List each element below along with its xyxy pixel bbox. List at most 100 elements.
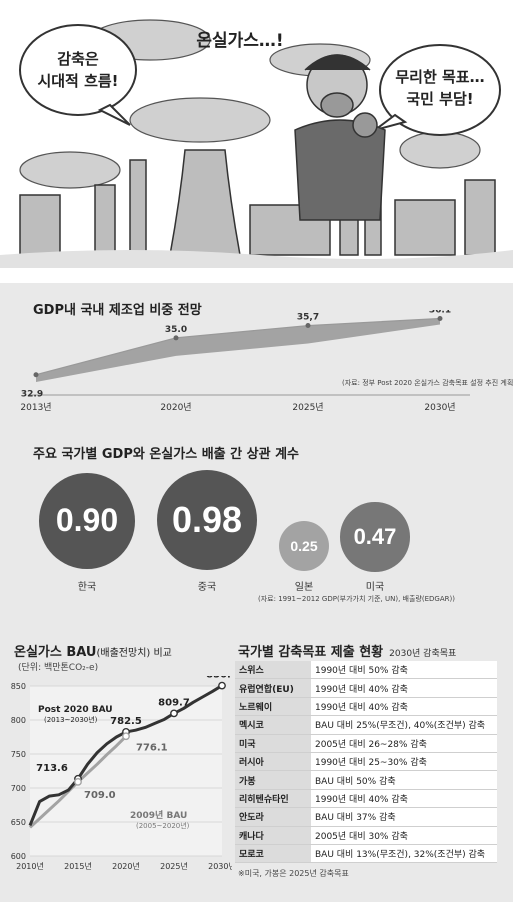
target-cell: 1990년 대비 40% 감축	[311, 697, 497, 717]
share-area-chart: 32.9 35.0 35,7 36.1 2013년 2020년 2025년 2030년	[20, 310, 470, 413]
correlation-country-label: 일본	[294, 582, 314, 593]
bau-point	[74, 777, 82, 786]
targets-subtitle: 2030년 감축목표	[389, 649, 457, 659]
bau-y-tick: 650	[11, 818, 26, 827]
share-point	[33, 372, 39, 378]
bubble-left-line-2: 시대적 흐름!	[37, 72, 119, 90]
table-row: 가봉 BAU 대비 50% 감축	[235, 770, 497, 790]
share-value-label: 36.1	[429, 310, 451, 316]
bau-y-tick: 750	[11, 750, 26, 759]
target-cell: BAU 대비 13%(무조건), 32%(조건부) 감축	[311, 844, 497, 864]
share-x-tick: 2030년	[424, 402, 455, 413]
correlation-country-label: 중국	[197, 582, 217, 593]
bau-y-tick: 800	[11, 716, 26, 725]
share-value-label: 32.9	[21, 390, 43, 400]
country-cell: 러시아	[235, 752, 311, 772]
table-row: 유럽연합(EU) 1990년 대비 40% 감축	[235, 678, 497, 698]
country-cell: 안도라	[235, 807, 311, 827]
share-chart-title: GDP내 국내 제조업 비중 전망	[33, 303, 202, 318]
target-cell: 1990년 대비 25~30% 감축	[311, 752, 497, 772]
bau-y-tick: 850	[11, 682, 26, 691]
country-cell: 리히텐슈타인	[235, 789, 311, 809]
table-row: 노르웨이 1990년 대비 40% 감축	[235, 697, 497, 717]
bau-plot-area	[30, 686, 222, 856]
share-value-label: 35,7	[297, 313, 319, 323]
correlation-circle: 0.25	[278, 520, 330, 572]
share-x-tick: 2025년	[292, 402, 323, 413]
share-point	[437, 316, 443, 322]
share-area-fill	[36, 318, 440, 382]
country-cell: 가봉	[235, 770, 311, 790]
country-cell: 스위스	[235, 661, 311, 680]
bau-value-label: 776.1	[136, 742, 168, 753]
country-cell: 유럽연합(EU)	[235, 678, 311, 698]
bau-value-label: 782.5	[110, 716, 142, 727]
share-chart-note: (자료: 정부 Post 2020 온실가스 감축목표 설정 추진 계획)	[342, 379, 513, 387]
table-row: 스위스 1990년 대비 50% 감축	[235, 661, 497, 680]
bau-value-label: 713.6	[36, 763, 68, 774]
bubble-left: 감축은 시대적 흐름!	[28, 48, 128, 92]
bau-x-tick: 2020년	[112, 861, 140, 871]
target-cell: BAU 대비 25%(무조건), 40%(조건부) 감축	[311, 715, 497, 735]
post2020-bau-name: Post 2020 BAU	[38, 705, 113, 715]
bau-y-tick: 700	[11, 784, 26, 793]
target-cell: 1990년 대비 40% 감축	[311, 789, 497, 809]
bau-title-main: 온실가스 BAU	[14, 645, 97, 660]
bau-2009-name: 2009년 BAU	[130, 809, 187, 821]
bau-value-label: 809.7	[158, 697, 190, 708]
correlation-country-label: 미국	[365, 582, 385, 593]
bau-point	[218, 681, 226, 690]
bau-unit: (단위: 백만톤CO₂-e)	[18, 663, 99, 673]
bubble-center: 온실가스…!	[196, 31, 284, 51]
country-cell: 캐나다	[235, 826, 311, 845]
targets-table: 스위스 1990년 대비 50% 감축 유럽연합(EU) 1990년 대비 40% 감…	[235, 661, 497, 864]
target-cell: BAU 대비 50% 감축	[311, 770, 497, 790]
bau-x-tick: 2030년	[208, 861, 232, 871]
targets-title-main: 국가별 감축목표 제출 현황	[238, 645, 384, 660]
bau-2009-period: (2005~2020년)	[136, 821, 190, 830]
country-cell: 미국	[235, 734, 311, 753]
country-cell: 멕시코	[235, 715, 311, 735]
bau-x-tick: 2010년	[16, 861, 44, 871]
target-cell: BAU 대비 37% 감축	[311, 807, 497, 827]
bubble-right-line-1: 무리한 목표…	[395, 68, 485, 86]
bau-point	[170, 709, 178, 718]
target-cell: 1990년 대비 50% 감축	[311, 661, 497, 680]
targets-title: 국가별 감축목표 제출 현황 2030년 감축목표	[238, 641, 456, 660]
table-row: 리히텐슈타인 1990년 대비 40% 감축	[235, 789, 497, 809]
correlation-circle: 0.47	[340, 502, 410, 572]
correlation-country-label: 한국	[77, 582, 97, 593]
correlation-note: (자료: 1991~2012 GDP(부가가치 기준, UN), 배출량(EDG…	[258, 595, 455, 603]
correlation-circle: 0.90	[39, 473, 135, 569]
share-x-tick: 2020년	[160, 402, 191, 413]
bau-value-label: 850.6	[206, 676, 232, 681]
table-row: 러시아 1990년 대비 25~30% 감축	[235, 752, 497, 772]
cartoon-drawing	[0, 19, 513, 268]
target-cell: 2005년 대비 26~28% 감축	[311, 734, 497, 753]
country-cell: 모로코	[235, 844, 311, 864]
targets-footnote: ※미국, 가봉은 2025년 감축목표	[238, 869, 349, 878]
bau-line-chart: 600 650 700 750 800 850 2010년 2015년 2020년 2025년 20…	[11, 676, 232, 871]
table-row: 미국 2005년 대비 26~28% 감축	[235, 734, 497, 753]
bau-x-tick: 2025년	[160, 861, 188, 871]
bau-title-paren: (배출전망치) 비교	[96, 648, 172, 659]
share-area-line	[35, 317, 441, 376]
bau-y-tick: 600	[11, 852, 26, 861]
country-cell: 노르웨이	[235, 697, 311, 717]
cartoon-illustration: 감축은 시대적 흐름! 온실가스…! 무리한 목표… 국민 부담!	[0, 0, 513, 268]
bubble-right-line-2: 국민 부담!	[406, 90, 474, 108]
bau-point	[122, 732, 130, 741]
share-value-label: 35.0	[165, 325, 187, 335]
target-cell: 1990년 대비 40% 감축	[311, 678, 497, 698]
table-row: 모로코 BAU 대비 13%(무조건), 32%(조건부) 감축	[235, 844, 497, 864]
bubble-left-line-1: 감축은	[57, 50, 99, 68]
post2020-bau-period: (2013~2030년)	[44, 715, 98, 724]
bau-x-tick: 2015년	[64, 861, 92, 871]
bau-chart-title: 온실가스 BAU(배출전망치) 비교	[14, 641, 172, 660]
correlation-circle: 0.98	[157, 470, 257, 570]
share-point	[305, 323, 311, 329]
bau-value-label: 709.0	[84, 790, 116, 801]
target-cell: 2005년 대비 30% 감축	[311, 826, 497, 845]
table-row: 캐나다 2005년 대비 30% 감축	[235, 826, 497, 845]
share-x-tick: 2013년	[20, 402, 51, 413]
